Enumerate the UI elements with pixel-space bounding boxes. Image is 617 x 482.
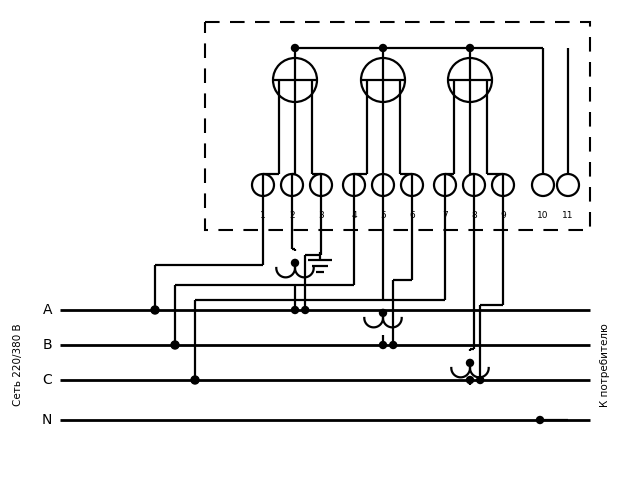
- Circle shape: [379, 44, 386, 52]
- Text: B: B: [43, 338, 52, 352]
- Text: 7: 7: [442, 211, 448, 220]
- Text: A: A: [43, 303, 52, 317]
- Text: К потребителю: К потребителю: [600, 323, 610, 407]
- Circle shape: [379, 309, 386, 316]
- Text: Сеть 220/380 В: Сеть 220/380 В: [13, 324, 23, 406]
- Text: 2: 2: [289, 211, 295, 220]
- Circle shape: [171, 341, 179, 349]
- Text: C: C: [42, 373, 52, 387]
- Circle shape: [537, 416, 544, 424]
- Text: N: N: [41, 413, 52, 427]
- Text: 8: 8: [471, 211, 477, 220]
- Circle shape: [302, 307, 308, 313]
- Text: 6: 6: [409, 211, 415, 220]
- Circle shape: [379, 342, 386, 348]
- Circle shape: [466, 44, 473, 52]
- Circle shape: [151, 306, 159, 314]
- Circle shape: [466, 376, 473, 384]
- Circle shape: [477, 376, 484, 384]
- Text: 10: 10: [537, 211, 549, 220]
- Text: 4: 4: [351, 211, 357, 220]
- Text: 5: 5: [380, 211, 386, 220]
- Circle shape: [466, 360, 473, 366]
- Circle shape: [191, 376, 199, 384]
- Circle shape: [390, 342, 397, 348]
- Circle shape: [291, 307, 299, 313]
- Circle shape: [291, 44, 299, 52]
- Text: 9: 9: [500, 211, 506, 220]
- Circle shape: [291, 259, 299, 267]
- Bar: [205, 22, 590, 230]
- Text: 1: 1: [260, 211, 266, 220]
- Text: 11: 11: [562, 211, 574, 220]
- Text: 3: 3: [318, 211, 324, 220]
